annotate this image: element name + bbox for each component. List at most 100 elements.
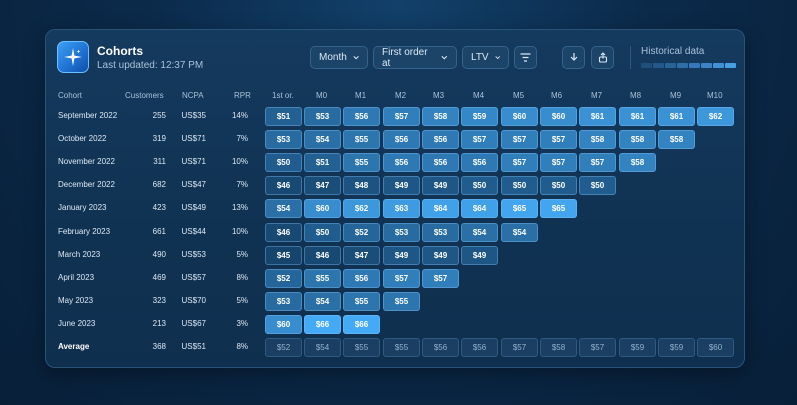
ltv-cell[interactable]: $49 bbox=[383, 245, 420, 265]
ltv-cell[interactable]: $66 bbox=[304, 314, 341, 334]
ltv-cell[interactable]: $54 bbox=[304, 130, 341, 150]
ltv-cell[interactable]: $51 bbox=[304, 153, 341, 173]
ltv-cell[interactable]: $50 bbox=[461, 176, 498, 196]
column-header[interactable]: M0 bbox=[316, 91, 328, 100]
column-header[interactable]: M1 bbox=[355, 91, 367, 100]
ltv-cell[interactable]: $65 bbox=[540, 199, 577, 219]
column-header[interactable]: M9 bbox=[670, 91, 682, 100]
ltv-cell[interactable]: $57 bbox=[383, 107, 420, 126]
ltv-cell[interactable]: $61 bbox=[658, 107, 695, 126]
ltv-cell[interactable]: $59 bbox=[461, 107, 498, 126]
ltv-cell[interactable]: $50 bbox=[265, 153, 302, 173]
ltv-cell[interactable]: $52 bbox=[343, 222, 380, 242]
ltv-cell[interactable]: $56 bbox=[383, 130, 420, 150]
ltv-cell[interactable]: $58 bbox=[619, 153, 656, 173]
ltv-cell[interactable]: $58 bbox=[619, 130, 656, 150]
ltv-cell[interactable]: $53 bbox=[265, 291, 302, 311]
column-header[interactable]: 1st or. bbox=[272, 91, 294, 100]
download-button[interactable] bbox=[562, 46, 585, 69]
ltv-cell[interactable]: $49 bbox=[383, 176, 420, 196]
ltv-cell[interactable]: $53 bbox=[304, 107, 341, 126]
ltv-cell[interactable]: $66 bbox=[343, 314, 380, 334]
share-button[interactable] bbox=[591, 46, 614, 69]
ltv-cell[interactable]: $61 bbox=[619, 107, 656, 126]
column-header[interactable]: M6 bbox=[551, 91, 563, 100]
ltv-cell[interactable]: $56 bbox=[461, 153, 498, 173]
ltv-cell[interactable]: $61 bbox=[579, 107, 616, 126]
ltv-cell[interactable]: $56 bbox=[422, 153, 459, 173]
ltv-cell[interactable]: $51 bbox=[265, 107, 302, 126]
ltv-cell[interactable]: $57 bbox=[540, 153, 577, 173]
ltv-cell[interactable]: $64 bbox=[461, 199, 498, 219]
ltv-cell[interactable]: $55 bbox=[304, 268, 341, 288]
ltv-cell[interactable]: $62 bbox=[343, 199, 380, 219]
filter-button[interactable] bbox=[514, 46, 537, 69]
ltv-cell[interactable]: $55 bbox=[383, 291, 420, 311]
ltv-cell[interactable]: $56 bbox=[343, 107, 380, 126]
column-header[interactable]: M4 bbox=[473, 91, 485, 100]
chevron-down-icon bbox=[353, 55, 359, 60]
ltv-cell[interactable]: $64 bbox=[422, 199, 459, 219]
ltv-cell[interactable]: $46 bbox=[304, 245, 341, 265]
column-header[interactable]: M7 bbox=[591, 91, 603, 100]
ltv-cell[interactable]: $49 bbox=[422, 176, 459, 196]
ltv-cell[interactable]: $47 bbox=[343, 245, 380, 265]
ltv-cell[interactable]: $52 bbox=[265, 268, 302, 288]
order-filter-select[interactable]: First order at bbox=[373, 46, 457, 69]
column-header[interactable]: M10 bbox=[707, 91, 723, 100]
column-header[interactable]: RPR bbox=[234, 91, 251, 100]
ltv-cell[interactable]: $63 bbox=[383, 199, 420, 219]
ltv-cell[interactable]: $57 bbox=[501, 153, 538, 173]
metric-select[interactable]: LTV bbox=[462, 46, 509, 69]
ltv-cell[interactable]: $55 bbox=[343, 130, 380, 150]
ltv-cell[interactable]: $57 bbox=[501, 130, 538, 150]
ltv-cell[interactable]: $56 bbox=[383, 153, 420, 173]
ltv-cell[interactable]: $58 bbox=[579, 130, 616, 150]
column-header[interactable]: M3 bbox=[433, 91, 445, 100]
ltv-cell[interactable]: $48 bbox=[343, 176, 380, 196]
ltv-cell[interactable]: $53 bbox=[422, 222, 459, 242]
ltv-cell[interactable]: $60 bbox=[265, 314, 302, 334]
ltv-cell[interactable]: $60 bbox=[540, 107, 577, 126]
ltv-cell[interactable]: $50 bbox=[501, 176, 538, 196]
ltv-cell[interactable]: $62 bbox=[697, 107, 734, 126]
ltv-cell[interactable]: $56 bbox=[343, 268, 380, 288]
ltv-cell[interactable]: $57 bbox=[461, 130, 498, 150]
rpr-value: 7% bbox=[236, 134, 248, 144]
column-header[interactable]: NCPA bbox=[182, 91, 204, 100]
ltv-cell[interactable]: $58 bbox=[422, 107, 459, 126]
ltv-cell[interactable]: $54 bbox=[461, 222, 498, 242]
ltv-cell[interactable]: $54 bbox=[501, 222, 538, 242]
average-ltv-cell: $59 bbox=[619, 338, 656, 357]
ltv-cell[interactable]: $53 bbox=[383, 222, 420, 242]
column-header[interactable]: M8 bbox=[630, 91, 642, 100]
ltv-cell[interactable]: $60 bbox=[304, 199, 341, 219]
ltv-cell[interactable]: $46 bbox=[265, 176, 302, 196]
ltv-cell[interactable]: $57 bbox=[579, 153, 616, 173]
ltv-cell[interactable]: $54 bbox=[304, 291, 341, 311]
ltv-cell[interactable]: $46 bbox=[265, 222, 302, 242]
ltv-cell[interactable]: $50 bbox=[304, 222, 341, 242]
ltv-cell[interactable]: $55 bbox=[343, 153, 380, 173]
ltv-cell[interactable]: $50 bbox=[540, 176, 577, 196]
column-header[interactable]: Customers bbox=[125, 91, 164, 100]
ltv-cell[interactable]: $45 bbox=[265, 245, 302, 265]
ltv-cell[interactable]: $58 bbox=[658, 130, 695, 150]
ltv-cell[interactable]: $56 bbox=[422, 130, 459, 150]
column-header[interactable]: M2 bbox=[395, 91, 407, 100]
ltv-cell[interactable]: $53 bbox=[265, 130, 302, 150]
ltv-cell[interactable]: $57 bbox=[383, 268, 420, 288]
column-header[interactable]: M5 bbox=[513, 91, 525, 100]
column-header[interactable]: Cohort bbox=[58, 91, 83, 100]
ltv-cell[interactable]: $57 bbox=[422, 268, 459, 288]
ltv-cell[interactable]: $49 bbox=[422, 245, 459, 265]
ltv-cell[interactable]: $49 bbox=[461, 245, 498, 265]
period-select[interactable]: Month bbox=[310, 46, 368, 69]
ltv-cell[interactable]: $47 bbox=[304, 176, 341, 196]
ltv-cell[interactable]: $60 bbox=[501, 107, 538, 126]
ltv-cell[interactable]: $50 bbox=[579, 176, 616, 196]
ltv-cell[interactable]: $54 bbox=[265, 199, 302, 219]
ltv-cell[interactable]: $55 bbox=[343, 291, 380, 311]
ltv-cell[interactable]: $65 bbox=[501, 199, 538, 219]
ltv-cell[interactable]: $57 bbox=[540, 130, 577, 150]
